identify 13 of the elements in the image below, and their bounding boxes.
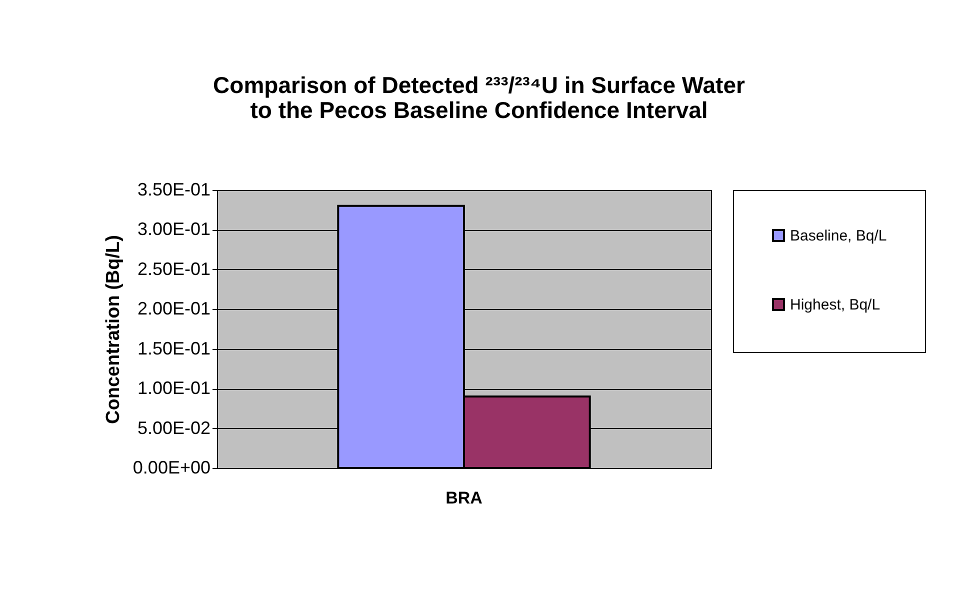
chart-title: Comparison of Detected ²³³/²³⁴U in Surface Water to the Pecos Baseline Confidence Interval	[213, 72, 745, 123]
y-tick-label: 1.00E-01	[137, 378, 210, 398]
y-axis-title: Concentration (Bq/L)	[102, 235, 124, 424]
y-tick-label: 2.50E-01	[137, 258, 210, 279]
y-tick-label: 5.00E-02	[137, 418, 210, 438]
y-tick-label: 2.00E-01	[137, 298, 210, 319]
legend-label: Highest, Bq/L	[790, 296, 880, 314]
y-tick-label: 3.00E-01	[137, 219, 210, 240]
x-tick-label: BRA	[446, 488, 482, 508]
y-tick-label: 0.00E+00	[132, 458, 210, 478]
legend-label: Baseline, Bq/L	[790, 228, 887, 244]
y-tick-label: 1.50E-01	[137, 338, 210, 358]
y-tick-label: 3.50E-01	[137, 180, 210, 200]
